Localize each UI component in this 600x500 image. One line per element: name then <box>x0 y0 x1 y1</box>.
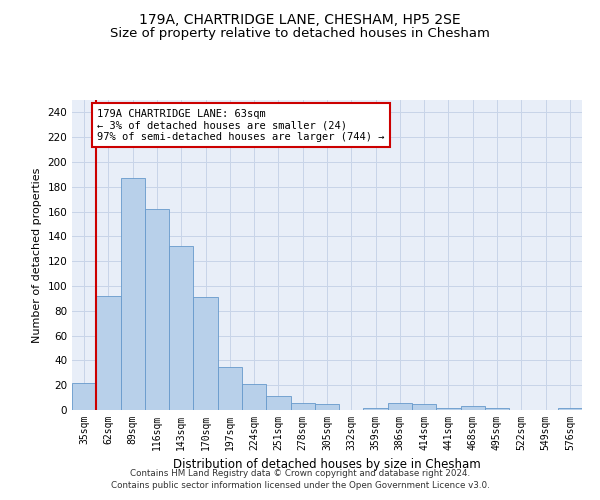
Text: 179A CHARTRIDGE LANE: 63sqm
← 3% of detached houses are smaller (24)
97% of semi: 179A CHARTRIDGE LANE: 63sqm ← 3% of deta… <box>97 108 385 142</box>
Text: Size of property relative to detached houses in Chesham: Size of property relative to detached ho… <box>110 28 490 40</box>
Bar <box>461 406 485 410</box>
Bar <box>169 246 193 410</box>
Bar <box>388 402 412 410</box>
Bar <box>266 396 290 410</box>
Bar <box>412 404 436 410</box>
Bar <box>96 296 121 410</box>
Y-axis label: Number of detached properties: Number of detached properties <box>32 168 42 342</box>
Bar <box>558 408 582 410</box>
Bar <box>242 384 266 410</box>
Text: 179A, CHARTRIDGE LANE, CHESHAM, HP5 2SE: 179A, CHARTRIDGE LANE, CHESHAM, HP5 2SE <box>139 12 461 26</box>
Bar <box>72 382 96 410</box>
Bar <box>218 366 242 410</box>
X-axis label: Distribution of detached houses by size in Chesham: Distribution of detached houses by size … <box>173 458 481 471</box>
Bar <box>364 408 388 410</box>
Bar <box>121 178 145 410</box>
Bar <box>290 402 315 410</box>
Bar <box>485 408 509 410</box>
Bar <box>436 408 461 410</box>
Bar <box>145 209 169 410</box>
Bar <box>193 297 218 410</box>
Bar <box>315 404 339 410</box>
Text: Contains HM Land Registry data © Crown copyright and database right 2024.: Contains HM Land Registry data © Crown c… <box>130 468 470 477</box>
Text: Contains public sector information licensed under the Open Government Licence v3: Contains public sector information licen… <box>110 481 490 490</box>
